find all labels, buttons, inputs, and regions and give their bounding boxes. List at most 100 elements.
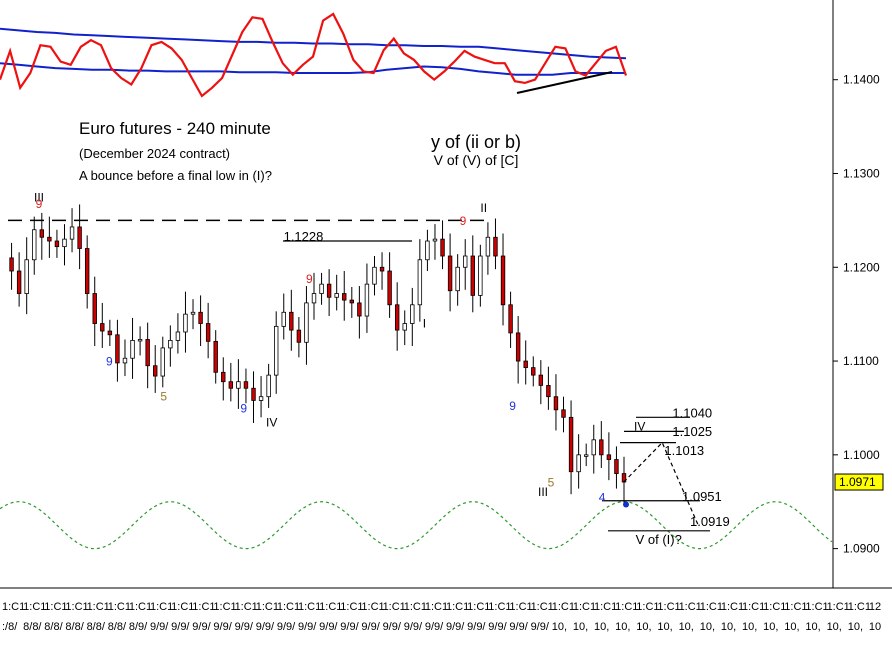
- x-tick-label: 1:C1: [573, 601, 596, 613]
- wave-label: 9: [36, 197, 43, 211]
- wave-label: 9: [306, 272, 313, 286]
- wave-label: V of (I)?: [636, 532, 682, 547]
- candle-body: [334, 293, 339, 298]
- x-tick-label: 12: [869, 601, 881, 613]
- x-tick-label: 1:C1: [298, 601, 321, 613]
- chart-subtitle: (December 2024 contract): [79, 146, 230, 161]
- wave-label: II: [480, 201, 487, 215]
- x-tick-label: 1:C1: [383, 601, 406, 613]
- candle-body: [39, 229, 45, 238]
- candle-body: [221, 371, 226, 383]
- candle-body: [228, 381, 234, 389]
- candle-body: [583, 454, 589, 457]
- x-tick-label: 1:C1: [848, 601, 871, 613]
- candle-body: [54, 240, 60, 248]
- x-date-label: 8/8/: [108, 621, 127, 633]
- candle-body: [304, 302, 309, 343]
- x-date-label: 9/9/: [531, 621, 550, 633]
- candle-body: [508, 304, 513, 334]
- candle-body: [394, 304, 400, 331]
- x-tick-label: 1:C1: [44, 601, 67, 613]
- x-date-label: 10,: [679, 621, 694, 633]
- candle-body: [115, 334, 120, 364]
- x-tick-label: 1:C1: [425, 601, 448, 613]
- x-tick-label: 1:C1: [65, 601, 88, 613]
- x-tick-label: 1:C1: [277, 601, 300, 613]
- candle-body: [77, 226, 82, 249]
- candle-body: [175, 331, 181, 341]
- x-date-label: 10,: [615, 621, 630, 633]
- x-date-label: 10,: [763, 621, 778, 633]
- wave-label: 1.1025: [672, 424, 712, 439]
- candle-body: [485, 236, 491, 257]
- candle-body: [387, 270, 392, 306]
- x-date-label: 10: [869, 621, 881, 633]
- candle-body: [160, 347, 165, 377]
- wave-label: 4: [599, 491, 606, 505]
- wave-title: y of (ii or b): [431, 132, 521, 152]
- x-tick-label: 1:C1: [763, 601, 786, 613]
- last-price-label: 1.0971: [839, 475, 876, 489]
- candle-body: [236, 381, 241, 389]
- candle-body: [258, 396, 264, 401]
- candle-body: [130, 340, 135, 359]
- candle-body: [213, 340, 218, 373]
- x-tick-label: 1:C1: [827, 601, 850, 613]
- oscillator-trendline: [516, 71, 613, 94]
- candle-body: [92, 293, 97, 324]
- x-tick-label: 1:C1: [361, 601, 384, 613]
- x-tick-label: 1:C1: [192, 601, 215, 613]
- y-tick-label: 1.1200: [843, 260, 880, 274]
- candle-body: [273, 325, 279, 376]
- x-date-label: 9/9/: [467, 621, 486, 633]
- date-axis: 1:C1:/8/1:C18/8/1:C18/8/1:C18/8/1:C18/8/…: [2, 601, 881, 633]
- x-date-label: 9/9/: [150, 621, 169, 633]
- x-tick-label: 1:C1: [108, 601, 131, 613]
- wave-label: 9: [460, 214, 467, 228]
- candle-body: [417, 259, 423, 306]
- candle-body: [190, 311, 196, 315]
- x-date-label: 8/9/: [129, 621, 148, 633]
- x-tick-label: 1:C1: [509, 601, 532, 613]
- x-date-label: 10,: [636, 621, 651, 633]
- wave-label: 1.1228: [284, 229, 324, 244]
- x-date-label: 9/9/: [319, 621, 338, 633]
- wave-label: 9: [509, 399, 516, 413]
- candle-body: [500, 255, 506, 306]
- candle-body: [606, 454, 612, 460]
- candle-body: [24, 259, 29, 294]
- x-date-label: 10,: [784, 621, 799, 633]
- candle-body: [599, 439, 604, 456]
- candle-body: [145, 339, 150, 367]
- x-date-label: 9/9/: [361, 621, 380, 633]
- candle-body: [591, 439, 596, 456]
- y-tick-label: 1.1000: [843, 448, 880, 462]
- candle-body: [425, 240, 430, 261]
- x-date-label: 9/9/: [235, 621, 254, 633]
- wave-label: IV: [634, 419, 645, 433]
- candle-body: [364, 283, 370, 317]
- wave-label: 5: [548, 476, 555, 490]
- x-date-label: 10,: [700, 621, 715, 633]
- candle-body: [107, 330, 113, 336]
- x-date-label: 10,: [848, 621, 863, 633]
- candle-body: [16, 270, 22, 294]
- candle-body: [440, 238, 445, 257]
- x-date-label: 9/9/: [256, 621, 275, 633]
- candle-body: [342, 293, 347, 301]
- candle-body: [402, 323, 407, 331]
- candle-body: [32, 229, 37, 261]
- wave-label: III: [538, 485, 548, 499]
- wave-label: 1.1040: [672, 405, 712, 420]
- x-date-label: 8/8/: [23, 621, 42, 633]
- x-tick-label: 1:C1: [531, 601, 554, 613]
- x-date-label: 9/9/: [213, 621, 232, 633]
- y-tick-label: 1.1100: [843, 354, 879, 368]
- candle-body: [553, 396, 559, 411]
- candle-body: [69, 226, 75, 240]
- wave-label: I: [423, 316, 426, 330]
- x-date-label: 9/9/: [488, 621, 507, 633]
- x-tick-label: 1:C1: [594, 601, 617, 613]
- candle-body: [455, 266, 460, 292]
